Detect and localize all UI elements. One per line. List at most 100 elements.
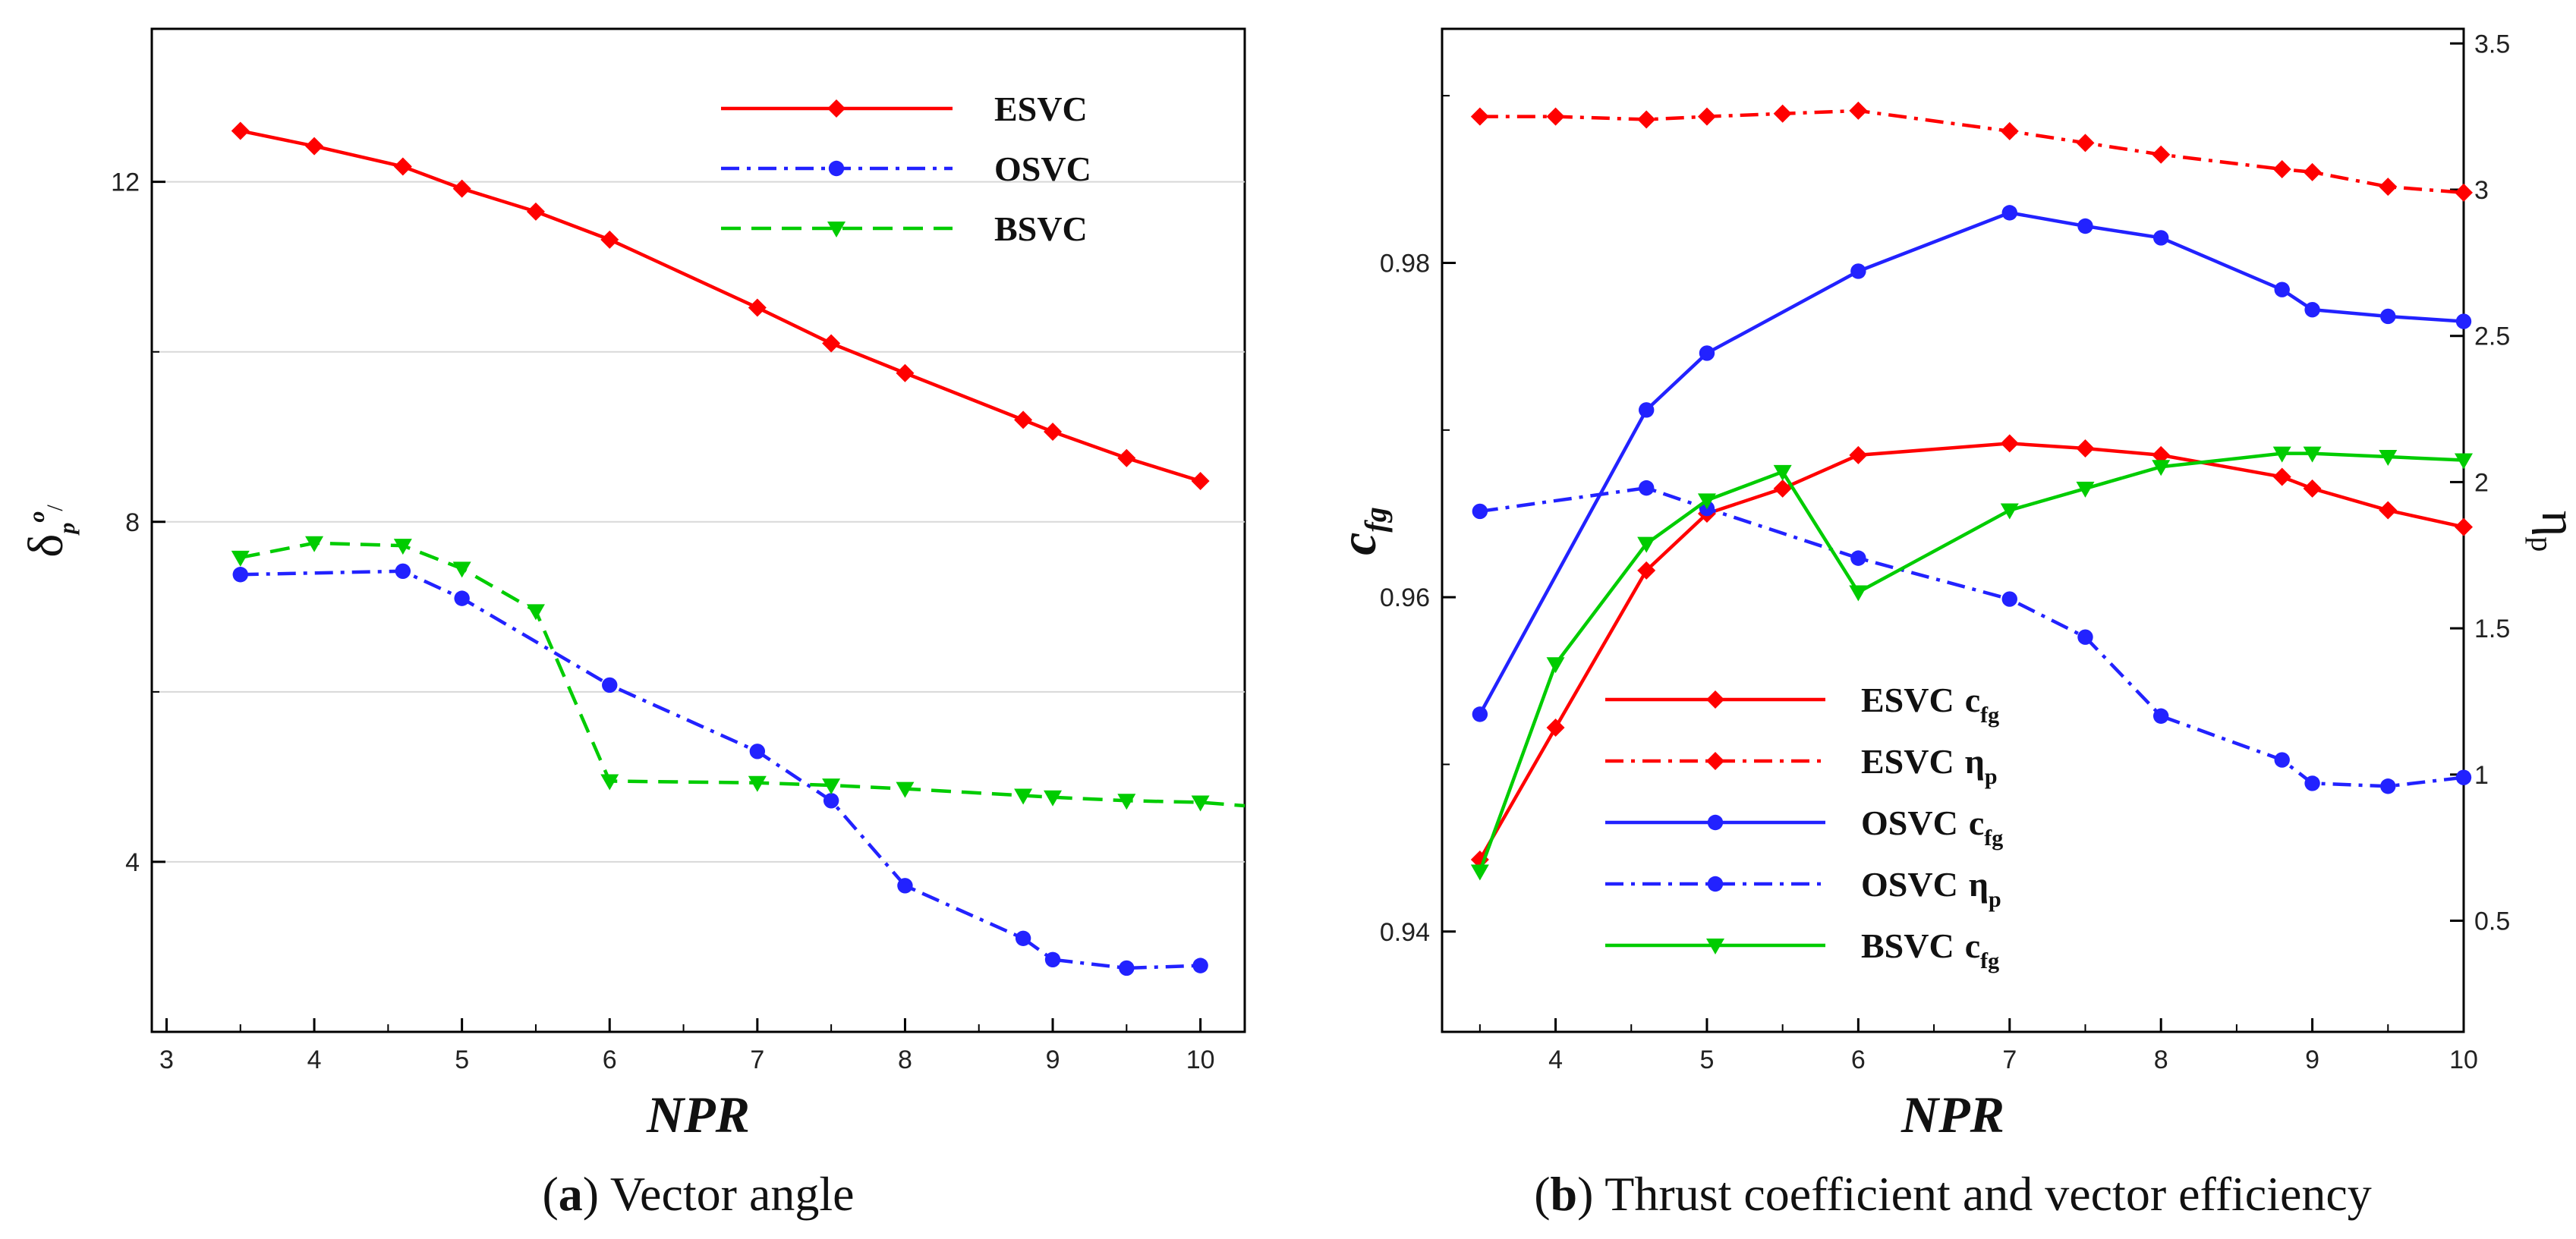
panel-a-caption: (a) Vector angle (542, 1167, 854, 1221)
point-esvc (600, 230, 619, 249)
line-esvc-cfg (1478, 442, 2464, 861)
point-esvc (231, 121, 250, 140)
x-tick-label: 10 (1186, 1046, 1215, 1074)
point-osvc (1044, 951, 1061, 967)
legend-marker (1707, 876, 1724, 892)
point-osvc-cfg (2152, 230, 2169, 246)
x-tick-label: 4 (307, 1046, 322, 1074)
point-esvc-eta (1849, 101, 1868, 120)
panel-a-caption-letter: a (559, 1167, 583, 1221)
point-esvc-cfg (1637, 561, 1656, 580)
panel-a-x-axis-label: NPR (646, 1086, 750, 1143)
point-bsvc (393, 539, 412, 555)
y-right-tick-label: 1.5 (2474, 615, 2510, 643)
legend-series-name: OSVC (1861, 803, 1958, 842)
legend-item-esvc: ESVC (721, 90, 1088, 128)
point-osvc-eta (1472, 503, 1488, 520)
point-bsvc-cfg (2272, 446, 2291, 463)
panel-b-thrust-and-efficiency: 4 5 6 7 8 9 10 0.94 0.96 0.98 0.5 1 1.5 2 2.5 3 3.5 ES… (1329, 27, 2576, 1221)
series-bsvc (231, 536, 1245, 812)
point-esvc-cfg (2379, 501, 2398, 520)
point-esvc-eta (1637, 110, 1656, 129)
legend-series-name: ESVC (1861, 681, 1954, 719)
point-esvc-cfg (2076, 439, 2095, 458)
x-tick-label: 4 (1548, 1046, 1563, 1074)
y-left-tick-label: 0.94 (1380, 918, 1430, 947)
y-tick-label: 12 (111, 168, 140, 197)
point-osvc (1015, 930, 1031, 946)
point-osvc-cfg (1699, 345, 1715, 361)
point-bsvc (822, 778, 841, 795)
point-osvc-eta (2152, 708, 2169, 724)
legend-label: OSVC (994, 149, 1091, 188)
legend-label: BSVC (994, 209, 1088, 248)
point-osvc (897, 878, 913, 894)
x-tick-label: 7 (750, 1046, 764, 1074)
legend-marker (1706, 939, 1724, 954)
point-esvc-eta (2455, 183, 2473, 202)
point-osvc-eta (1639, 480, 1655, 496)
point-osvc (1119, 960, 1135, 976)
point-bsvc-cfg (2455, 453, 2473, 470)
series-esvc-cfg (1470, 434, 2473, 870)
panel-b-ylabel-left-sub: fg (1359, 507, 1393, 532)
y-right-tick-label: 1 (2474, 761, 2489, 790)
point-esvc (896, 363, 915, 382)
legend-item-osvc-cfg: OSVC cfg (1605, 803, 2003, 851)
point-bsvc (1117, 794, 1136, 810)
panel-a-ylabel-sup: o (24, 511, 49, 523)
line-esvc-eta (1479, 108, 2464, 195)
point-osvc-eta (2077, 629, 2093, 645)
point-osvc-eta (2304, 775, 2320, 791)
point-esvc-cfg (2000, 434, 2019, 453)
point-esvc (822, 334, 841, 353)
legend-item-bsvc-cfg: BSVC cfg (1605, 926, 1999, 973)
legend-symbol: c (1965, 926, 1980, 965)
panel-a-vector-angle: 3 4 5 6 7 8 9 10 4 8 12 ESVC OSVC BSVC NPR δpo/ (a)… (18, 27, 1246, 1221)
panel-b-caption: (b) Thrust coefficient and vector effici… (1534, 1167, 2372, 1221)
point-esvc-eta (1697, 107, 1716, 126)
point-bsvc (748, 775, 767, 792)
panel-b-ylabel-right-sub: p (2525, 536, 2559, 552)
point-esvc-cfg (2303, 479, 2322, 498)
point-osvc-cfg (2274, 281, 2290, 297)
legend-marker (1706, 752, 1724, 770)
point-osvc-eta (1850, 550, 1866, 566)
legend-label: ESVC (994, 90, 1088, 128)
point-esvc-cfg (2272, 467, 2291, 486)
point-osvc (232, 567, 248, 583)
point-bsvc-cfg (2076, 481, 2095, 498)
series-esvc-eta (1470, 101, 2473, 202)
legend-subscript: p (1989, 887, 2001, 912)
legend-item-osvc-eta: OSVC ηp (1605, 865, 2001, 912)
point-esvc-eta (1546, 107, 1565, 126)
legend-item-esvc-cfg: ESVC cfg (1605, 681, 1999, 728)
legend-item-osvc: OSVC (721, 149, 1091, 188)
y-right-tick-label: 3 (2474, 176, 2489, 205)
point-bsvc-cfg (1773, 464, 1792, 481)
point-bsvc (1014, 788, 1033, 805)
point-osvc-cfg (2455, 313, 2472, 329)
series-osvc-cfg (1472, 205, 2472, 722)
legend-symbol: η (1969, 865, 1989, 904)
x-tick-label: 8 (898, 1046, 912, 1074)
point-osvc-cfg (2304, 301, 2320, 318)
point-bsvc (231, 550, 250, 567)
point-bsvc-cfg (1546, 657, 1565, 674)
point-osvc-cfg (2001, 205, 2017, 221)
point-esvc-eta (2152, 145, 2171, 164)
legend-subscript: fg (1980, 948, 1999, 973)
y-left-tick-label: 0.96 (1380, 583, 1430, 612)
point-esvc-cfg (2455, 517, 2473, 536)
point-osvc (749, 744, 766, 759)
panel-a-caption-text: Vector angle (610, 1167, 855, 1221)
legend-label: ESVC ηp (1861, 742, 1998, 789)
point-esvc-cfg (2152, 445, 2171, 464)
panel-a-ylabel-slash: / (43, 505, 68, 511)
y-tick-label: 8 (125, 508, 140, 537)
legend-marker (1707, 814, 1724, 831)
point-esvc-eta (1470, 107, 1489, 126)
legend-series-name: ESVC (1861, 742, 1954, 781)
point-bsvc-cfg (1637, 536, 1656, 553)
